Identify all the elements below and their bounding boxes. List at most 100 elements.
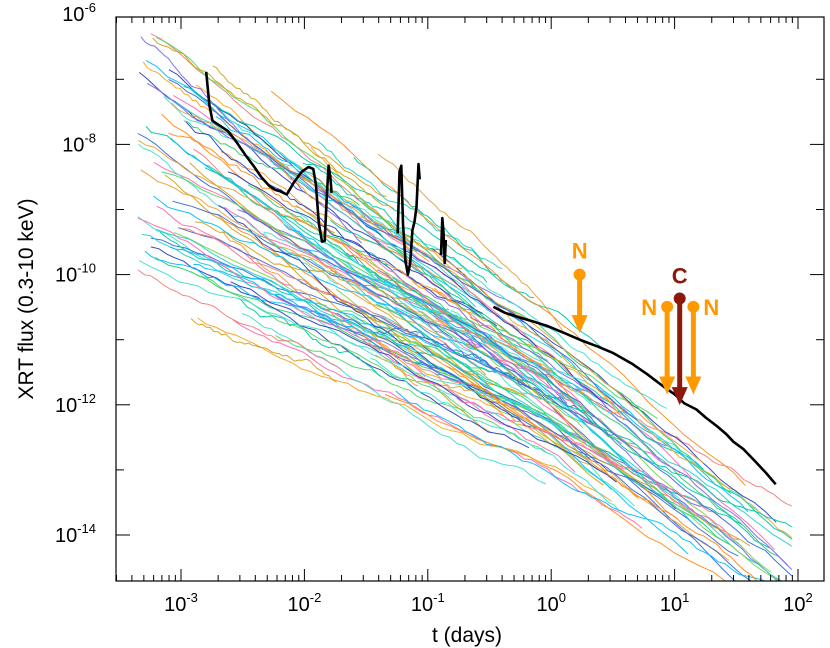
background-curve — [144, 250, 378, 341]
background-curve — [156, 228, 573, 435]
background-curve — [395, 390, 767, 581]
background-curve — [138, 139, 456, 304]
background-curve — [375, 354, 516, 422]
x-tick-label: 101 — [660, 590, 689, 616]
background-curve — [193, 264, 465, 383]
background-curve — [359, 200, 732, 494]
background-curve — [422, 345, 753, 581]
x-tick-label: 10-1 — [411, 590, 445, 616]
background-curve — [169, 246, 423, 340]
upper-limit-arrowhead — [659, 376, 676, 395]
background-curve — [156, 37, 413, 245]
background-curve — [237, 297, 382, 378]
y-tick-label: 10-10 — [55, 261, 96, 287]
background-curve — [377, 153, 569, 336]
background-curve — [375, 258, 736, 581]
background-curve — [230, 281, 617, 483]
upper-limit-label: N — [641, 295, 657, 320]
y-axis-title: XRT flux (0.3-10 keV) — [15, 198, 38, 399]
background-curve — [324, 241, 585, 409]
upper-limit-arrowhead — [571, 315, 588, 334]
background-curve — [247, 184, 450, 310]
background-curve — [212, 65, 395, 210]
background-curve — [302, 162, 488, 283]
upper-limit-markers: NN NC — [571, 239, 719, 406]
highlighted-light-curve — [204, 71, 777, 486]
background-curve — [138, 143, 339, 285]
plot-frame — [115, 16, 825, 582]
background-curve — [140, 169, 446, 341]
background-curve — [197, 317, 612, 502]
y-axis-ticks: 10-14 10-12 10-10 10-8 10-6 — [55, 0, 824, 547]
background-curve — [161, 171, 658, 420]
background-curve — [270, 90, 746, 486]
background-curve — [339, 241, 578, 409]
background-curve — [296, 218, 553, 372]
highlight-curve-segment — [439, 216, 448, 265]
upper-limit-arrowhead — [685, 376, 702, 395]
background-curve — [215, 116, 417, 252]
x-tick-label: 10-2 — [287, 590, 321, 616]
background-curve — [387, 246, 789, 566]
background-curve — [164, 174, 491, 433]
upper-limit-n: N — [641, 295, 676, 395]
background-curve — [178, 227, 594, 425]
upper-limit-point — [687, 300, 700, 313]
background-curve — [447, 314, 793, 577]
background-curve — [146, 82, 525, 312]
y-tick-label: 10-8 — [62, 130, 96, 156]
y-tick-label: 10-12 — [55, 391, 96, 417]
background-curve — [142, 233, 429, 354]
background-curve — [456, 397, 739, 541]
x-tick-label: 10-3 — [164, 590, 198, 616]
upper-limit-point — [673, 292, 686, 305]
background-curve — [451, 352, 793, 528]
background-curve — [153, 195, 506, 370]
background-curve — [232, 319, 643, 529]
background-curve — [216, 213, 528, 399]
background-curve — [384, 394, 726, 581]
x-axis-ticks: 10-3 10-2 10-1 100 101 102 — [115, 17, 813, 616]
upper-limit-label: C — [672, 263, 688, 288]
background-curve — [218, 205, 531, 428]
background-curve — [371, 215, 667, 409]
background-curve — [152, 37, 387, 197]
background-curve — [397, 249, 549, 361]
background-light-curves — [137, 33, 793, 581]
background-curve — [336, 312, 677, 510]
upper-limit-n: N — [685, 295, 719, 395]
background-curve — [172, 200, 453, 339]
upper-limit-point — [573, 268, 586, 281]
upper-limit-arrowhead — [671, 387, 688, 406]
upper-limit-point — [661, 300, 674, 313]
upper-limit-c: C — [671, 263, 688, 406]
highlight-curve-segment — [396, 162, 421, 276]
x-tick-label: 102 — [783, 590, 812, 616]
background-curve — [375, 303, 729, 545]
background-curve — [137, 217, 576, 473]
y-tick-label: 10-14 — [55, 521, 96, 547]
background-curve — [332, 313, 639, 499]
background-curve — [190, 271, 466, 411]
x-axis-title: t (days) — [432, 624, 502, 647]
y-tick-label: 10-6 — [62, 0, 96, 26]
background-curve — [137, 133, 534, 385]
highlight-curve-segment — [204, 71, 333, 243]
background-curve — [310, 146, 625, 421]
background-curve — [181, 228, 419, 335]
background-curve — [445, 365, 758, 581]
background-curve — [168, 132, 335, 234]
background-curve — [317, 141, 503, 270]
background-curve — [204, 167, 609, 428]
background-curve — [190, 318, 337, 383]
background-curve — [469, 316, 793, 570]
background-curve — [137, 269, 343, 371]
background-curve — [467, 387, 751, 547]
background-curve — [370, 357, 620, 512]
upper-limit-label: N — [703, 295, 719, 320]
background-curve — [170, 137, 689, 555]
background-curve — [470, 285, 749, 513]
background-curve — [295, 204, 771, 573]
background-curve — [220, 151, 457, 288]
